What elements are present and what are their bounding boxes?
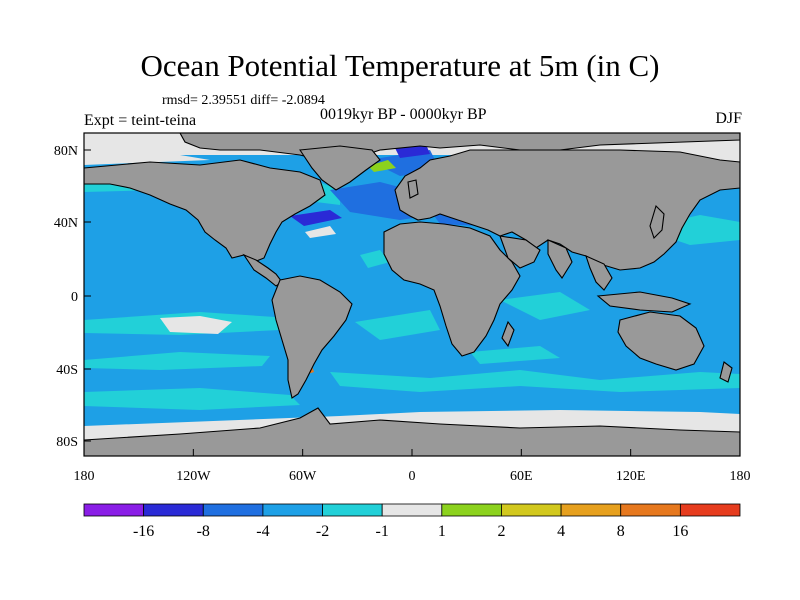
lon-tick-label: 120W bbox=[176, 469, 211, 484]
colorbar-swatch bbox=[83, 503, 145, 517]
latitude-axis: 80N 40N 0 40S 80S bbox=[54, 144, 91, 450]
colorbar-swatch bbox=[501, 503, 562, 517]
colorbar-swatch bbox=[262, 503, 323, 517]
colorbar-label: 1 bbox=[438, 523, 446, 540]
colorbar-swatch bbox=[143, 503, 204, 517]
lat-tick-label: 40N bbox=[54, 216, 78, 231]
lon-tick-label: 60W bbox=[289, 469, 317, 484]
colorbar-label: -4 bbox=[256, 523, 269, 540]
colorbar-label: -8 bbox=[197, 523, 210, 540]
colorbar-swatch bbox=[679, 503, 741, 517]
colorbar-swatch bbox=[202, 503, 264, 517]
ocean-warm-patches bbox=[368, 160, 396, 172]
lon-tick-label: 180 bbox=[730, 469, 751, 484]
colorbar-swatch bbox=[620, 503, 681, 517]
lon-tick-label: 180 bbox=[74, 469, 95, 484]
land-masses bbox=[84, 133, 740, 456]
colorbar: -16 -8 -4 -2 -1 1 2 4 8 16 bbox=[83, 503, 741, 540]
experiment-label: Expt = teint-teina bbox=[84, 112, 197, 129]
lon-tick-label: 60E bbox=[510, 469, 533, 484]
lat-tick-label: 40S bbox=[56, 363, 78, 378]
colorbar-swatch bbox=[441, 503, 502, 517]
colorbar-label: 2 bbox=[497, 523, 505, 540]
lat-tick-label: 80S bbox=[56, 435, 78, 450]
lat-tick-label: 0 bbox=[71, 290, 78, 305]
map-title: Ocean Potential Temperature at 5m (in C) bbox=[140, 48, 660, 83]
map-plot-area bbox=[84, 133, 740, 456]
colorbar-label: -2 bbox=[316, 523, 329, 540]
colorbar-swatch bbox=[322, 503, 383, 517]
period-label: 0019kyr BP - 0000kyr BP bbox=[320, 106, 487, 123]
colorbar-label: 4 bbox=[557, 523, 565, 540]
season-label: DJF bbox=[715, 110, 742, 127]
lon-tick-label: 0 bbox=[409, 469, 416, 484]
lat-tick-label: 80N bbox=[54, 144, 78, 159]
lon-tick-label: 120E bbox=[616, 469, 646, 484]
stats-line: rmsd= 2.39551 diff= -2.0894 bbox=[162, 93, 325, 108]
colorbar-swatch bbox=[381, 503, 443, 517]
colorbar-swatch bbox=[560, 503, 622, 517]
colorbar-label: 8 bbox=[617, 523, 625, 540]
colorbar-label: -1 bbox=[376, 523, 389, 540]
longitude-axis: 180 120W 60W 0 60E 120E 180 bbox=[74, 449, 751, 484]
colorbar-label: -16 bbox=[133, 523, 154, 540]
colorbar-label: 16 bbox=[672, 523, 688, 540]
